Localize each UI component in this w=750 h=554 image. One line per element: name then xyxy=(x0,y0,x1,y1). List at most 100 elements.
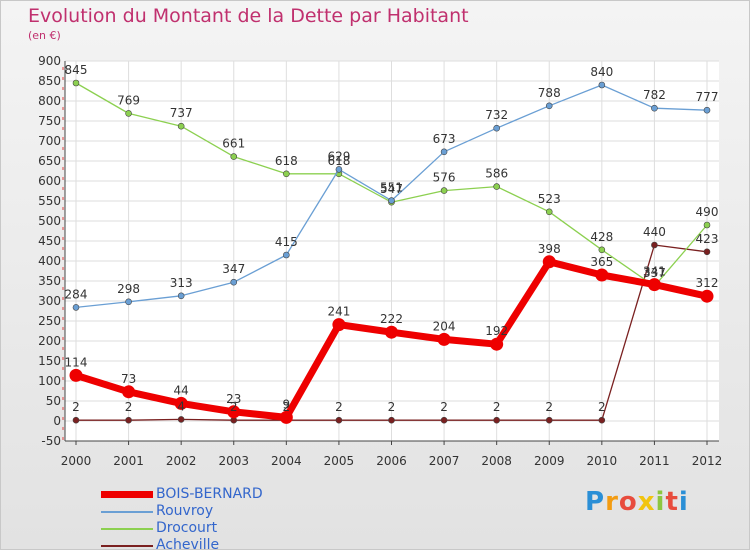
data-point xyxy=(177,416,185,423)
data-label: 618 xyxy=(327,154,350,168)
data-point xyxy=(545,102,553,110)
data-label: 2 xyxy=(493,400,501,414)
y-tick-label: 750 xyxy=(38,114,61,128)
data-label: 341 xyxy=(643,265,666,279)
data-label: 313 xyxy=(170,276,193,290)
data-point xyxy=(700,289,714,303)
logo-letter: i xyxy=(655,487,666,517)
x-tick-label: 2008 xyxy=(481,454,512,468)
data-label: 661 xyxy=(222,137,245,151)
data-label: 2 xyxy=(230,400,238,414)
proxiti-logo: Proxiti xyxy=(585,487,689,517)
data-label: 9 xyxy=(283,397,291,411)
y-tick-label: 700 xyxy=(38,134,61,148)
data-point xyxy=(335,416,343,424)
data-label: 523 xyxy=(538,192,561,206)
data-point xyxy=(703,106,711,114)
data-point xyxy=(335,166,343,173)
y-tick-label: 250 xyxy=(38,314,61,328)
x-tick-label: 2010 xyxy=(587,454,618,468)
data-label: 440 xyxy=(643,225,666,239)
data-point xyxy=(598,416,606,424)
data-label: 423 xyxy=(696,232,719,246)
y-tick-label: 650 xyxy=(38,154,61,168)
data-label: 737 xyxy=(170,106,193,120)
y-tick-label: 200 xyxy=(38,334,61,348)
data-label: 298 xyxy=(117,282,140,296)
data-label: 312 xyxy=(696,276,719,290)
data-label: 241 xyxy=(327,305,350,319)
data-label: 2 xyxy=(283,400,291,414)
x-tick-label: 2003 xyxy=(218,454,249,468)
data-label: 114 xyxy=(65,355,88,369)
x-tick-label: 2002 xyxy=(166,454,197,468)
data-label: 2 xyxy=(598,400,606,414)
y-tick-label: 150 xyxy=(38,354,61,368)
data-label: 222 xyxy=(380,312,403,326)
data-point xyxy=(283,251,290,259)
data-label: 2 xyxy=(388,400,396,414)
data-point xyxy=(542,255,556,269)
data-label: 192 xyxy=(485,324,508,338)
y-tick-label: 100 xyxy=(38,374,61,388)
data-label: 23 xyxy=(226,392,241,406)
y-tick-label: 500 xyxy=(38,214,61,228)
x-tick-label: 2009 xyxy=(534,454,565,468)
legend-label: Drocourt xyxy=(156,520,218,536)
x-tick-label: 2007 xyxy=(429,454,460,468)
data-label: 73 xyxy=(121,372,136,386)
logo-letter: t xyxy=(665,487,679,517)
data-point xyxy=(595,268,609,282)
logo-letter: o xyxy=(618,487,638,517)
data-point xyxy=(598,81,606,89)
logo-letter: x xyxy=(637,487,656,517)
data-label: 551 xyxy=(380,181,403,195)
data-point xyxy=(490,337,504,351)
x-tick-label: 2005 xyxy=(324,454,355,468)
data-label: 398 xyxy=(538,242,561,256)
data-label: 428 xyxy=(590,230,613,244)
data-label: 2 xyxy=(545,400,553,414)
data-point xyxy=(125,298,132,306)
data-point xyxy=(174,396,188,410)
data-label: 490 xyxy=(696,205,719,219)
data-point xyxy=(122,385,136,399)
data-point xyxy=(227,405,241,419)
data-point xyxy=(388,416,395,424)
data-label: 629 xyxy=(327,149,350,163)
y-tick-label: 50 xyxy=(46,394,61,408)
data-point xyxy=(279,410,293,424)
data-point xyxy=(651,241,658,249)
data-point xyxy=(651,104,658,112)
chart-subtitle: (en €) xyxy=(28,29,61,42)
data-point xyxy=(72,304,80,311)
data-label: 2 xyxy=(72,400,80,414)
legend-swatch xyxy=(101,491,153,498)
x-tick-label: 2000 xyxy=(61,454,92,468)
data-point xyxy=(437,332,451,346)
data-label: 365 xyxy=(590,255,613,269)
data-point xyxy=(493,416,500,424)
y-tick-label: 300 xyxy=(38,294,61,308)
logo-letter: P xyxy=(585,487,606,517)
data-point xyxy=(388,197,395,204)
data-label: 2 xyxy=(125,400,133,414)
data-label: 415 xyxy=(275,235,298,249)
data-point xyxy=(385,325,398,339)
logo-letter: r xyxy=(605,487,619,517)
data-label: 845 xyxy=(65,63,88,77)
y-tick-label: 850 xyxy=(38,74,61,88)
data-label: 2 xyxy=(335,400,343,414)
data-point xyxy=(440,416,448,424)
data-point xyxy=(598,246,606,254)
data-point xyxy=(72,416,80,424)
y-tick-label: 800 xyxy=(38,94,61,108)
y-tick-label: 450 xyxy=(38,234,61,248)
chart-title: Evolution du Montant de la Dette par Hab… xyxy=(28,5,469,27)
data-label: 204 xyxy=(433,319,456,333)
data-point xyxy=(283,170,290,178)
data-label: 732 xyxy=(485,108,508,122)
data-point xyxy=(493,124,500,132)
